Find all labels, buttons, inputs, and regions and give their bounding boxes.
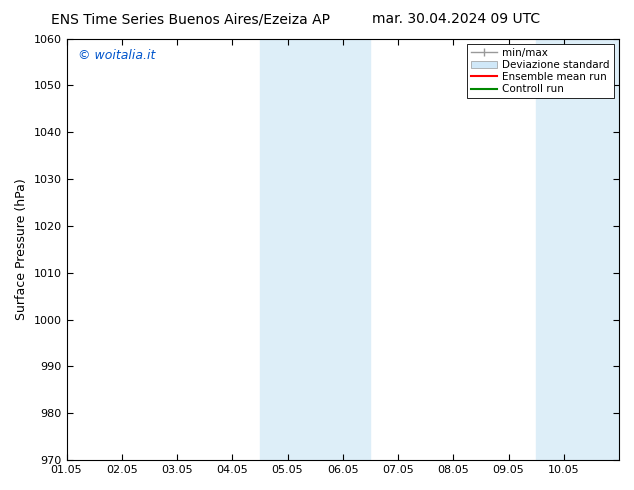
Text: mar. 30.04.2024 09 UTC: mar. 30.04.2024 09 UTC <box>372 12 541 26</box>
Text: © woitalia.it: © woitalia.it <box>77 49 155 62</box>
Bar <box>260 39 370 460</box>
Legend: min/max, Deviazione standard, Ensemble mean run, Controll run: min/max, Deviazione standard, Ensemble m… <box>467 44 614 98</box>
Y-axis label: Surface Pressure (hPa): Surface Pressure (hPa) <box>15 178 28 320</box>
Text: ENS Time Series Buenos Aires/Ezeiza AP: ENS Time Series Buenos Aires/Ezeiza AP <box>51 12 330 26</box>
Bar <box>536 39 619 460</box>
